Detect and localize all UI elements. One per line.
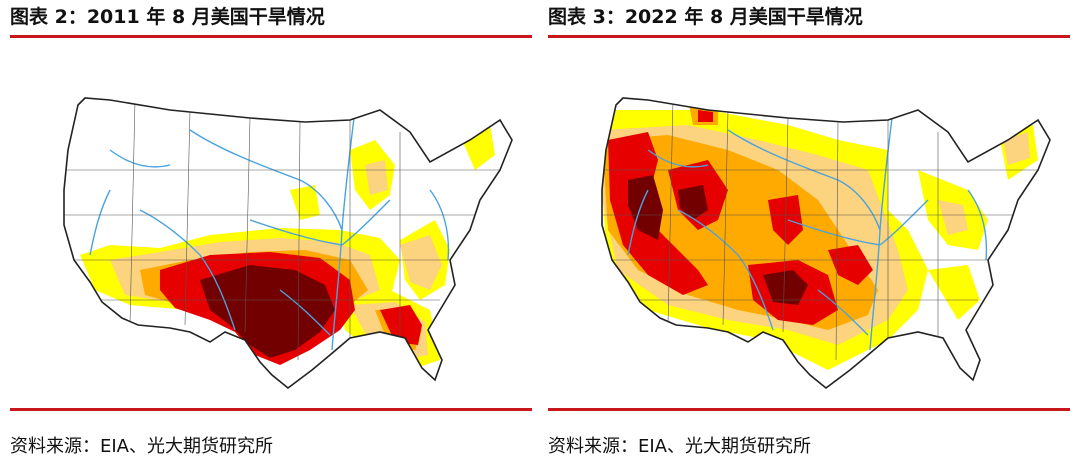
source-divider: [10, 408, 532, 411]
drought-map-2011: [50, 70, 520, 395]
source-note: 资料来源：EIA、光大期货研究所: [548, 436, 811, 457]
figure-title: 图表 2：2011 年 8 月美国干旱情况: [10, 6, 325, 28]
source-divider: [548, 408, 1070, 411]
title-divider: [548, 35, 1070, 38]
drought-map-2022: [588, 70, 1058, 395]
panel-2022: 图表 3：2022 年 8 月美国干旱情况: [548, 0, 1070, 464]
figure-title: 图表 3：2022 年 8 月美国干旱情况: [548, 6, 863, 28]
source-note: 资料来源：EIA、光大期货研究所: [10, 436, 273, 457]
title-divider: [10, 35, 532, 38]
panel-2011: 图表 2：2011 年 8 月美国干旱情况: [10, 0, 532, 464]
